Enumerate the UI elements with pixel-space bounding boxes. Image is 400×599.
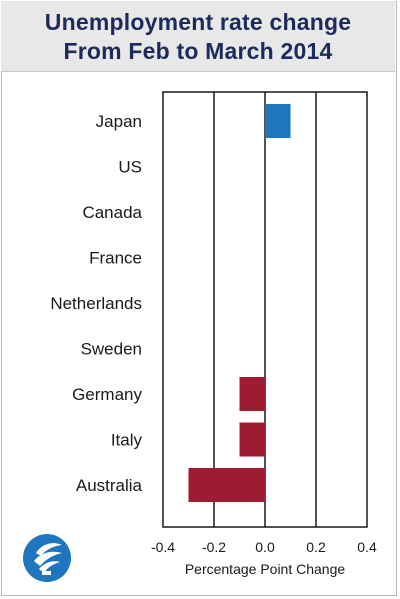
bar [265, 104, 291, 138]
category-label: US [118, 158, 142, 177]
category-label: Netherlands [50, 294, 142, 313]
chart-title-line-1: Unemployment rate change [44, 9, 352, 35]
category-label: Sweden [81, 340, 142, 359]
category-label: France [89, 249, 142, 268]
x-tick-label: 0.4 [357, 539, 377, 555]
chart-header: Unemployment rate change From Feb to Mar… [1, 1, 395, 72]
x-tick-label: -0.4 [151, 539, 175, 555]
category-label: Canada [82, 203, 142, 222]
bar [188, 468, 265, 502]
bar [239, 422, 265, 457]
torch-globe-icon [23, 534, 71, 582]
category-label: Japan [96, 112, 142, 131]
chart-title-line-2: From Feb to March 2014 [63, 38, 333, 64]
category-label: Germany [72, 385, 142, 404]
x-tick-label: 0.0 [255, 539, 275, 555]
category-label: Italy [111, 431, 143, 450]
x-axis-title: Percentage Point Change [185, 561, 346, 577]
x-tick-label: 0.2 [306, 539, 326, 555]
category-label: Australia [76, 476, 143, 495]
bar [239, 377, 265, 411]
x-tick-label: -0.2 [202, 539, 226, 555]
